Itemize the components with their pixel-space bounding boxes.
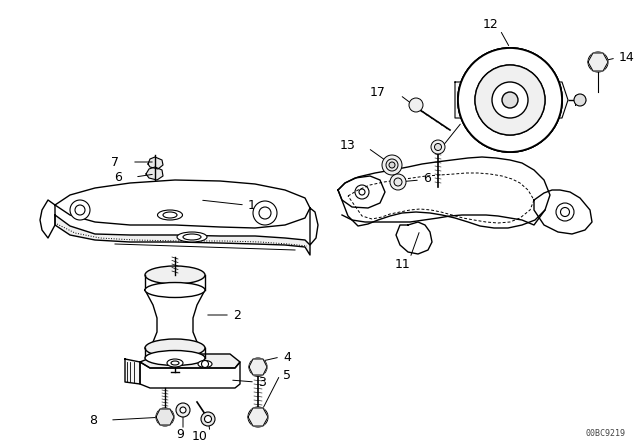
Text: 00BC9219: 00BC9219 [585,429,625,438]
Polygon shape [249,359,267,375]
Text: 17: 17 [370,86,386,99]
Circle shape [458,48,562,152]
Text: 10: 10 [192,430,208,443]
Polygon shape [145,290,205,348]
Circle shape [382,155,402,175]
Polygon shape [534,190,592,234]
Circle shape [435,143,442,151]
Circle shape [561,207,570,216]
Circle shape [475,65,545,135]
Circle shape [259,207,271,219]
Circle shape [202,361,209,367]
Ellipse shape [183,234,201,240]
Circle shape [502,92,518,108]
Circle shape [502,92,518,108]
Text: 4: 4 [283,350,291,363]
Circle shape [355,185,369,199]
Circle shape [359,189,365,195]
Circle shape [409,98,423,112]
Circle shape [475,65,545,135]
Text: 5: 5 [283,369,291,382]
Circle shape [253,201,277,225]
Text: 12: 12 [483,17,498,30]
Text: 16: 16 [465,113,481,126]
Text: 14: 14 [619,51,635,64]
Circle shape [253,412,263,422]
Text: 6: 6 [114,171,122,184]
Circle shape [180,407,186,413]
Circle shape [389,162,395,168]
Text: 13: 13 [339,138,355,151]
Ellipse shape [198,361,212,367]
Circle shape [176,403,190,417]
Polygon shape [146,167,163,180]
Polygon shape [148,157,163,169]
Ellipse shape [157,210,182,220]
Ellipse shape [541,74,559,126]
Text: 1: 1 [248,198,256,211]
Polygon shape [55,180,310,228]
Circle shape [70,200,90,220]
Circle shape [201,412,215,426]
Text: 11: 11 [395,258,411,271]
Polygon shape [248,408,268,426]
Polygon shape [588,53,608,71]
Ellipse shape [167,359,183,367]
Ellipse shape [145,283,205,297]
Circle shape [492,82,528,118]
Circle shape [502,92,518,108]
Ellipse shape [145,339,205,357]
Polygon shape [338,176,385,208]
Polygon shape [40,200,55,238]
Circle shape [75,205,85,215]
Circle shape [390,174,406,190]
Ellipse shape [171,361,179,365]
Circle shape [386,159,398,171]
Circle shape [475,65,545,135]
Circle shape [156,408,174,426]
Circle shape [588,52,608,72]
Polygon shape [125,359,140,384]
Ellipse shape [177,232,207,242]
Text: 9: 9 [176,427,184,440]
Circle shape [492,82,528,118]
Ellipse shape [145,266,205,284]
Polygon shape [55,215,310,255]
Polygon shape [156,409,174,425]
Circle shape [160,412,170,422]
Circle shape [574,94,586,106]
Text: 6: 6 [423,172,431,185]
Polygon shape [396,222,432,254]
Circle shape [248,407,268,427]
Text: 8: 8 [89,414,97,426]
Circle shape [593,57,603,67]
Circle shape [205,415,211,422]
Ellipse shape [145,350,205,366]
Polygon shape [310,208,318,245]
Circle shape [492,82,528,118]
Circle shape [458,48,562,152]
Circle shape [431,140,445,154]
Polygon shape [140,354,240,368]
Circle shape [253,362,262,371]
Text: 3: 3 [258,375,266,388]
Circle shape [458,48,562,152]
Polygon shape [338,157,550,228]
Text: 7: 7 [111,155,119,168]
Text: 2: 2 [233,309,241,322]
Polygon shape [140,362,240,388]
Circle shape [394,178,402,186]
Circle shape [556,203,574,221]
Polygon shape [455,82,568,118]
Ellipse shape [163,212,177,218]
Circle shape [249,358,267,376]
